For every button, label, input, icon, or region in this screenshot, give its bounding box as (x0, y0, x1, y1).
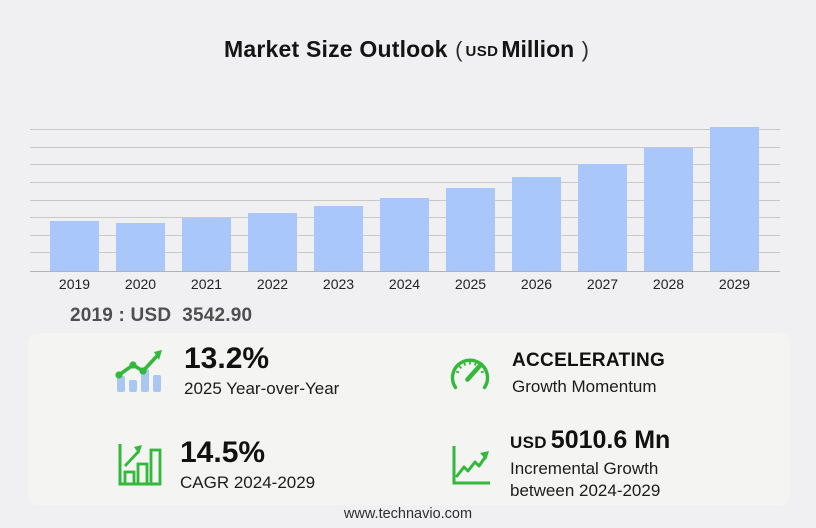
chart-title-main: Market Size Outlook (224, 36, 448, 62)
bar-2019 (50, 221, 99, 271)
speedometer-icon (446, 351, 494, 397)
stat-incremental-value: USD 5010.6 Mn (510, 426, 670, 455)
bar-chart-arrow-icon (114, 442, 162, 488)
x-axis-label: 2023 (322, 276, 355, 292)
stats-panel: 13.2% 2025 Year-over-Year (28, 333, 790, 505)
x-axis-label: 2022 (256, 276, 289, 292)
stat-momentum-value: ACCELERATING (512, 350, 666, 371)
gridline (30, 164, 780, 166)
bar-2020 (116, 223, 165, 271)
stat-yoy-label: 2025 Year-over-Year (184, 378, 340, 398)
stat-incremental-currency: USD (510, 433, 547, 452)
stat-incremental-amount: 5010.6 Mn (550, 426, 671, 454)
base-year-annotation: 2019 : USD 3542.90 (70, 305, 253, 326)
chart-title-paren-close: ) (581, 37, 589, 62)
x-axis-label: 2026 (520, 276, 553, 292)
stat-yoy: 13.2% 2025 Year-over-Year (112, 343, 339, 399)
x-axis-label: 2029 (718, 276, 751, 292)
chart-title-currency: USD (465, 43, 499, 60)
gridline (30, 146, 780, 148)
x-axis-label: 2021 (190, 276, 223, 292)
x-axis-label: 2025 (454, 276, 487, 292)
bar-2023 (314, 205, 363, 271)
bar-2021 (182, 218, 231, 271)
stat-momentum-label: Growth Momentum (512, 376, 657, 396)
x-axis-label: 2024 (388, 276, 421, 292)
stat-cagr: 14.5% CAGR 2024-2029 (114, 437, 315, 493)
stat-momentum-text: ACCELERATING Growth Momentum (512, 350, 665, 398)
bar-2028 (644, 147, 693, 271)
bar-2027 (578, 164, 627, 271)
x-axis-label: 2019 (58, 276, 91, 292)
stat-cagr-label: CAGR 2024-2029 (180, 472, 316, 492)
bar-2022 (248, 212, 297, 271)
gridline (30, 129, 780, 130)
bar-line-growth-icon (112, 347, 166, 395)
stat-incremental-label-line2: between 2024-2029 (510, 480, 661, 500)
plot-area (30, 125, 780, 272)
bar-2025 (446, 188, 495, 271)
bar-2029 (710, 127, 759, 271)
stat-momentum: ACCELERATING Growth Momentum (446, 350, 665, 398)
website-url: www.technavio.com (343, 506, 473, 522)
chart-title: Market Size Outlook (USD Million ) (0, 36, 816, 63)
x-axis-labels: 2019 2020 2021 2022 2023 2024 2025 2026 2027 2028… (30, 276, 780, 296)
chart-title-paren-open: ( (455, 37, 463, 62)
stat-incremental: USD 5010.6 Mn Incremental Growth between … (448, 426, 670, 502)
gridline (30, 181, 780, 183)
stat-yoy-text: 13.2% 2025 Year-over-Year (184, 343, 339, 399)
x-axis-label: 2028 (652, 276, 685, 292)
stat-incremental-text: USD 5010.6 Mn Incremental Growth between … (510, 426, 670, 502)
axes-growth-arrow-icon (448, 441, 492, 487)
stat-cagr-text: 14.5% CAGR 2024-2029 (180, 437, 315, 493)
x-axis-label: 2020 (124, 276, 157, 292)
bar-2024 (380, 198, 429, 271)
stat-yoy-value: 13.2% (184, 342, 270, 375)
bar-2026 (512, 177, 561, 271)
x-axis-label: 2027 (586, 276, 619, 292)
chart-title-scale: Million (501, 36, 575, 62)
stat-incremental-label-line1: Incremental Growth (510, 459, 659, 478)
stat-cagr-value: 14.5% (180, 436, 266, 469)
